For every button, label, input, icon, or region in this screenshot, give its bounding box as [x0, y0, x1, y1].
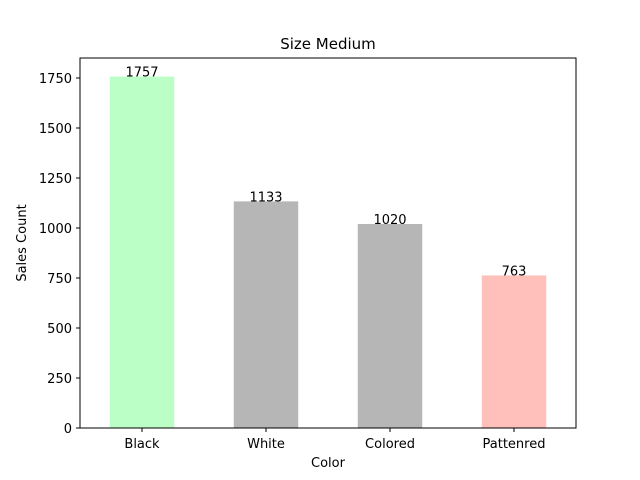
y-tick-label: 500: [47, 322, 72, 337]
y-tick-label: 0: [64, 422, 72, 437]
y-tick-label: 750: [47, 272, 72, 287]
bars-group: [109, 76, 547, 428]
x-tick-label-white: White: [247, 437, 285, 452]
bar-colored: [357, 224, 423, 428]
x-tick-label-colored: Colored: [365, 437, 415, 452]
bar-white: [233, 201, 299, 428]
data-labels-group: 1757 1133 1020 763: [125, 66, 526, 280]
bar-black: [109, 76, 175, 428]
x-axis: Black White Colored Pattenred: [124, 428, 545, 452]
data-label-black: 1757: [125, 66, 158, 81]
y-tick-label: 1000: [39, 222, 72, 237]
y-tick-label: 1750: [39, 72, 72, 87]
y-axis-label: Sales Count: [15, 204, 30, 281]
data-label-pattenred: 763: [502, 264, 527, 279]
x-tick-label-pattenred: Pattenred: [483, 437, 546, 452]
x-axis-label: Color: [311, 456, 346, 471]
x-tick-label-black: Black: [124, 437, 160, 452]
y-tick-label: 1250: [39, 172, 72, 187]
bar-pattenred: [481, 275, 547, 428]
y-tick-label: 250: [47, 372, 72, 387]
y-axis: 0 250 500 750 1000 1250 1500 1750: [39, 72, 80, 437]
chart-title: Size Medium: [280, 35, 376, 53]
plot-frame: [79, 57, 577, 429]
data-label-colored: 1020: [373, 213, 406, 228]
data-label-white: 1133: [249, 190, 282, 205]
y-tick-label: 1500: [39, 122, 72, 137]
